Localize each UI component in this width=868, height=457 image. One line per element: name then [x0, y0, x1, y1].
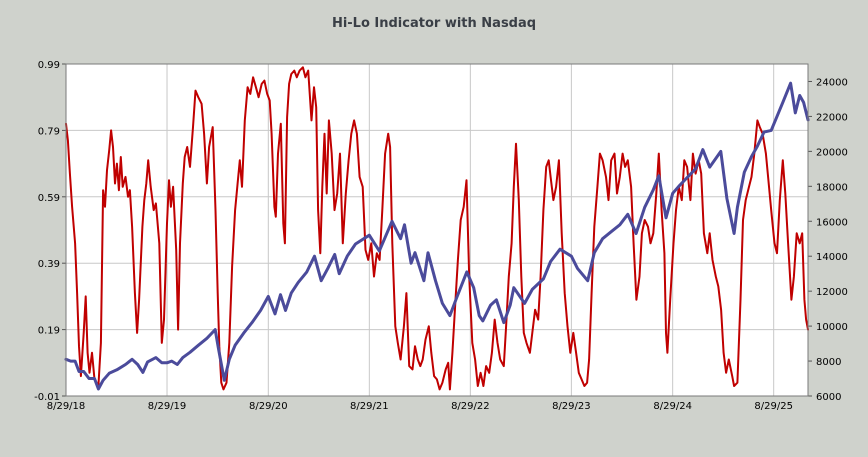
- x-tick-label: 8/29/24: [653, 401, 692, 412]
- series-layer: [64, 66, 810, 391]
- x-tick-label: 8/29/23: [552, 401, 591, 412]
- right-tick-label: 18000: [816, 182, 848, 193]
- x-tick-label: 8/29/18: [47, 401, 86, 412]
- left-tick-label: 0.39: [38, 259, 60, 270]
- left-tick-label: -0.01: [34, 392, 60, 403]
- x-tick-label: 8/29/22: [451, 401, 490, 412]
- right-tick-label: 14000: [816, 252, 848, 263]
- x-tick-label: 8/29/21: [350, 401, 389, 412]
- left-tick-label: 0.19: [38, 326, 60, 337]
- hilo-indicator-line: [65, 66, 809, 391]
- x-tick-label: 8/29/20: [249, 401, 288, 412]
- right-tick-label: 20000: [816, 147, 848, 158]
- nasdaq-line: [64, 81, 810, 391]
- left-tick-label: 0.99: [38, 60, 60, 71]
- right-tick-label: 24000: [816, 77, 848, 88]
- plot-area: [66, 64, 808, 396]
- x-axis: 8/29/18 8/29/19 8/29/20 8/29/21 8/29/22 8/29/…: [47, 401, 793, 412]
- x-tick-label: 8/29/25: [754, 401, 793, 412]
- right-tick-label: 12000: [816, 287, 848, 298]
- plot-border: [65, 63, 809, 397]
- left-tick-label: 0.79: [38, 126, 60, 137]
- right-tick-label: 6000: [816, 392, 841, 403]
- right-tick-label: 22000: [816, 112, 848, 123]
- right-tick-label: 16000: [816, 217, 848, 228]
- right-tick-label: 10000: [816, 322, 848, 333]
- right-axis: 24000 22000 20000 18000 16000 14000 12000 10000…: [808, 77, 848, 403]
- right-tick-label: 8000: [816, 357, 841, 368]
- x-tick-label: 8/29/19: [148, 401, 187, 412]
- left-tick-label: 0.59: [38, 193, 60, 204]
- chart-title: Hi-Lo Indicator with Nasdaq: [331, 16, 537, 31]
- left-axis: 0.99 0.79 0.59 0.39 0.19 -0.01: [34, 60, 66, 403]
